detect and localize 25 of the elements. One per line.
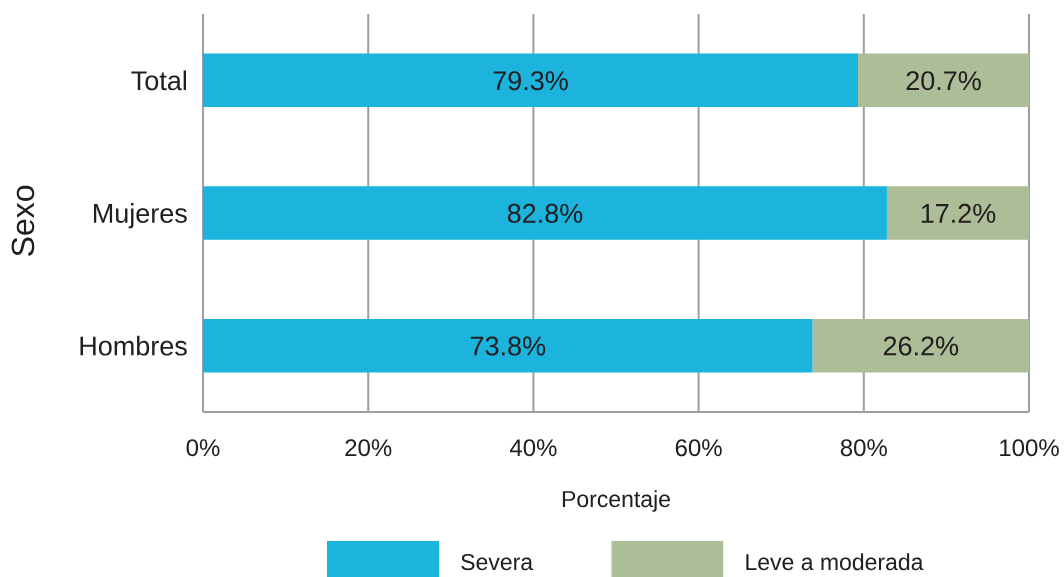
bar xyxy=(203,53,859,108)
x-tick-label: 100% xyxy=(1000,439,1059,457)
x-tick-label: 60% xyxy=(675,439,722,457)
x-tick-label: 40% xyxy=(509,439,557,457)
bar xyxy=(203,186,887,240)
x-tick-label: 0% xyxy=(186,439,220,457)
legend-label: Severa xyxy=(461,553,534,571)
x-axis-title: Porcentaje xyxy=(562,490,670,512)
bar xyxy=(812,318,1030,373)
data-label: 17.2% xyxy=(921,203,996,223)
data-label: 82.8% xyxy=(507,203,583,223)
x-tick-label: 80% xyxy=(840,439,887,457)
legend-label: Leve a moderada xyxy=(746,553,924,571)
bar xyxy=(858,53,1030,108)
x-tick-label: 20% xyxy=(345,439,392,457)
y-tick-label: Total xyxy=(131,70,187,91)
y-tick-label: Mujeres xyxy=(93,203,187,229)
bar xyxy=(203,318,813,373)
data-label: 20.7% xyxy=(906,71,981,91)
y-tick-label: Hombres xyxy=(80,335,187,356)
data-label: 26.2% xyxy=(883,336,959,356)
data-label: 79.3% xyxy=(493,71,568,91)
y-axis-title: Sexo xyxy=(11,185,35,256)
data-label: 73.8% xyxy=(470,336,546,356)
bar xyxy=(886,186,1030,240)
